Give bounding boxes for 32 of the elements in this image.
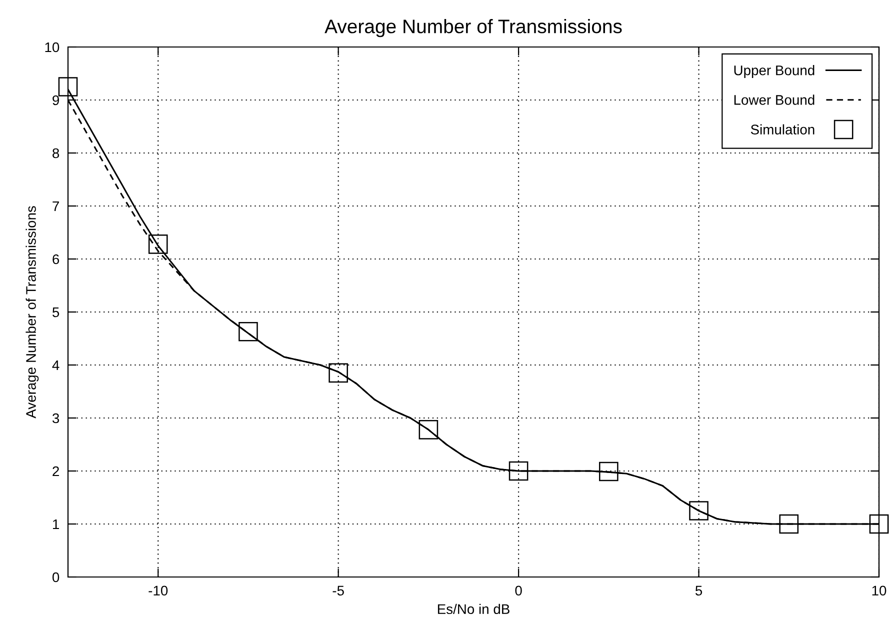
x-axis-title: Es/No in dB <box>438 604 510 614</box>
y-tick-label: 6 <box>52 254 60 264</box>
x-tick-label: -10 <box>148 586 168 596</box>
y-tick-label: 1 <box>53 519 59 530</box>
y-tick-label: 7 <box>52 201 59 212</box>
point <box>779 514 799 534</box>
point <box>869 514 889 534</box>
x-tick-label: -5 <box>332 586 344 596</box>
x-tick-label: 5 <box>695 586 702 596</box>
point <box>58 77 78 96</box>
y-axis-title: Average Number of Transmissions <box>26 206 39 418</box>
legend-label: Upper Bound <box>734 65 814 78</box>
y-tick-label: 10 <box>45 42 60 52</box>
chart-title: Average Number of Transmissions <box>324 19 622 38</box>
y-tick-label: 5 <box>52 307 60 318</box>
y-tick-label: 3 <box>52 413 60 424</box>
y-tick-label: 9 <box>52 95 60 106</box>
legend-label: Lower Bound <box>734 94 814 105</box>
x-tick-label: 10 <box>872 586 886 596</box>
point <box>599 462 618 482</box>
point <box>508 461 528 481</box>
y-tick-label: 2 <box>52 466 59 476</box>
legend-label: Simulation <box>750 124 814 134</box>
x-tick-label: 0 <box>515 586 522 596</box>
y-tick-label: 0 <box>52 572 60 582</box>
point <box>689 501 708 520</box>
y-tick-label: 4 <box>52 360 60 370</box>
point <box>418 420 438 440</box>
point <box>328 363 348 383</box>
point <box>148 234 168 254</box>
y-tick-label: 8 <box>52 148 60 158</box>
point <box>238 322 258 342</box>
